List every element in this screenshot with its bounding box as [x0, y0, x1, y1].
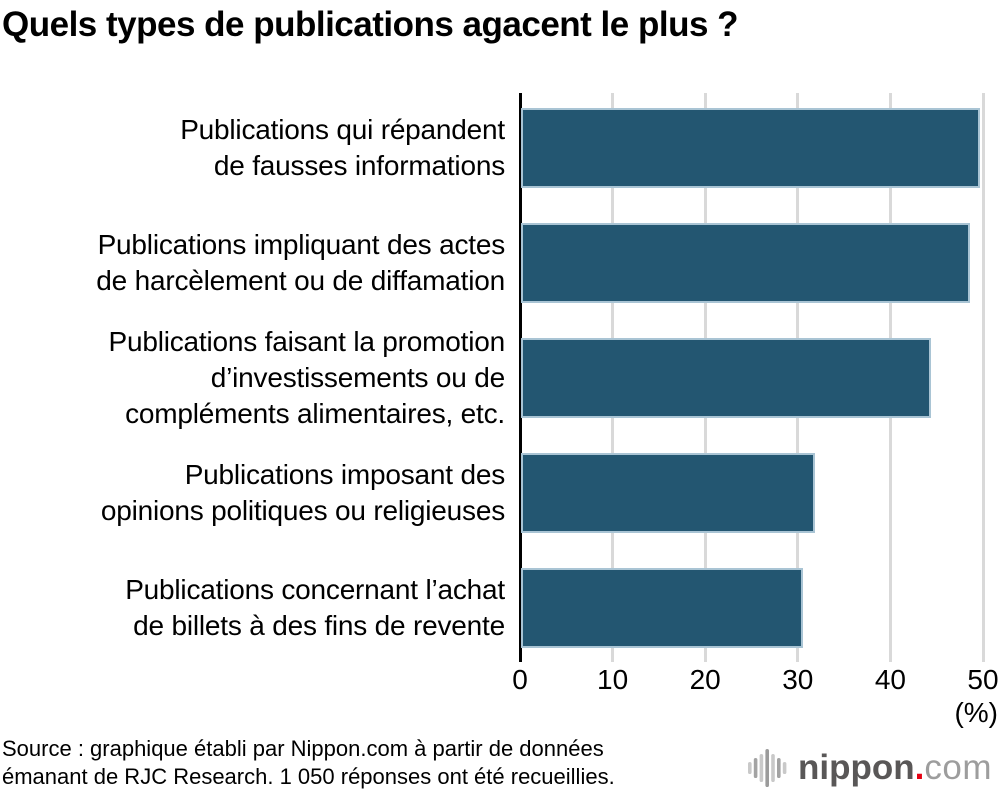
- x-tick-label-20: 20: [689, 664, 721, 695]
- bar-1: [521, 108, 981, 188]
- logo-dot: .: [914, 748, 925, 787]
- y-axis-line: [518, 93, 522, 662]
- category-label-2: Publications impliquant des actes de har…: [96, 229, 505, 296]
- x-tick-label-50: 50: [967, 664, 999, 695]
- x-tick-label-10: 10: [597, 664, 629, 695]
- x-tick-label-30: 30: [782, 664, 814, 695]
- nippon-logo-text: nippon. com: [798, 744, 992, 792]
- soundwave-icon: [748, 749, 787, 787]
- source-note: Source : graphique établi par Nippon.com…: [2, 736, 615, 789]
- chart-title: Quels types de publications agacent le p…: [2, 5, 739, 44]
- category-label-4: Publications imposant des opinions polit…: [100, 459, 505, 526]
- nippon-logo: nippon. com: [747, 744, 992, 792]
- bar-4: [521, 453, 815, 533]
- category-label-5: Publications concernant l’achat de bille…: [125, 574, 505, 641]
- category-label-3: Publications faisant la promotion d’inve…: [108, 326, 505, 429]
- bar-2: [521, 223, 971, 303]
- logo-suffix: com: [924, 748, 992, 787]
- gridline-50: [981, 93, 985, 662]
- bar-5: [521, 568, 803, 648]
- logo-brand: nippon: [798, 748, 915, 787]
- bar-3: [521, 338, 932, 418]
- category-label-1: Publications qui répandent de fausses in…: [180, 114, 505, 181]
- x-tick-label-0: 0: [512, 664, 528, 695]
- x-tick-label-40: 40: [874, 664, 906, 695]
- x-axis-unit-label: (%): [954, 697, 998, 728]
